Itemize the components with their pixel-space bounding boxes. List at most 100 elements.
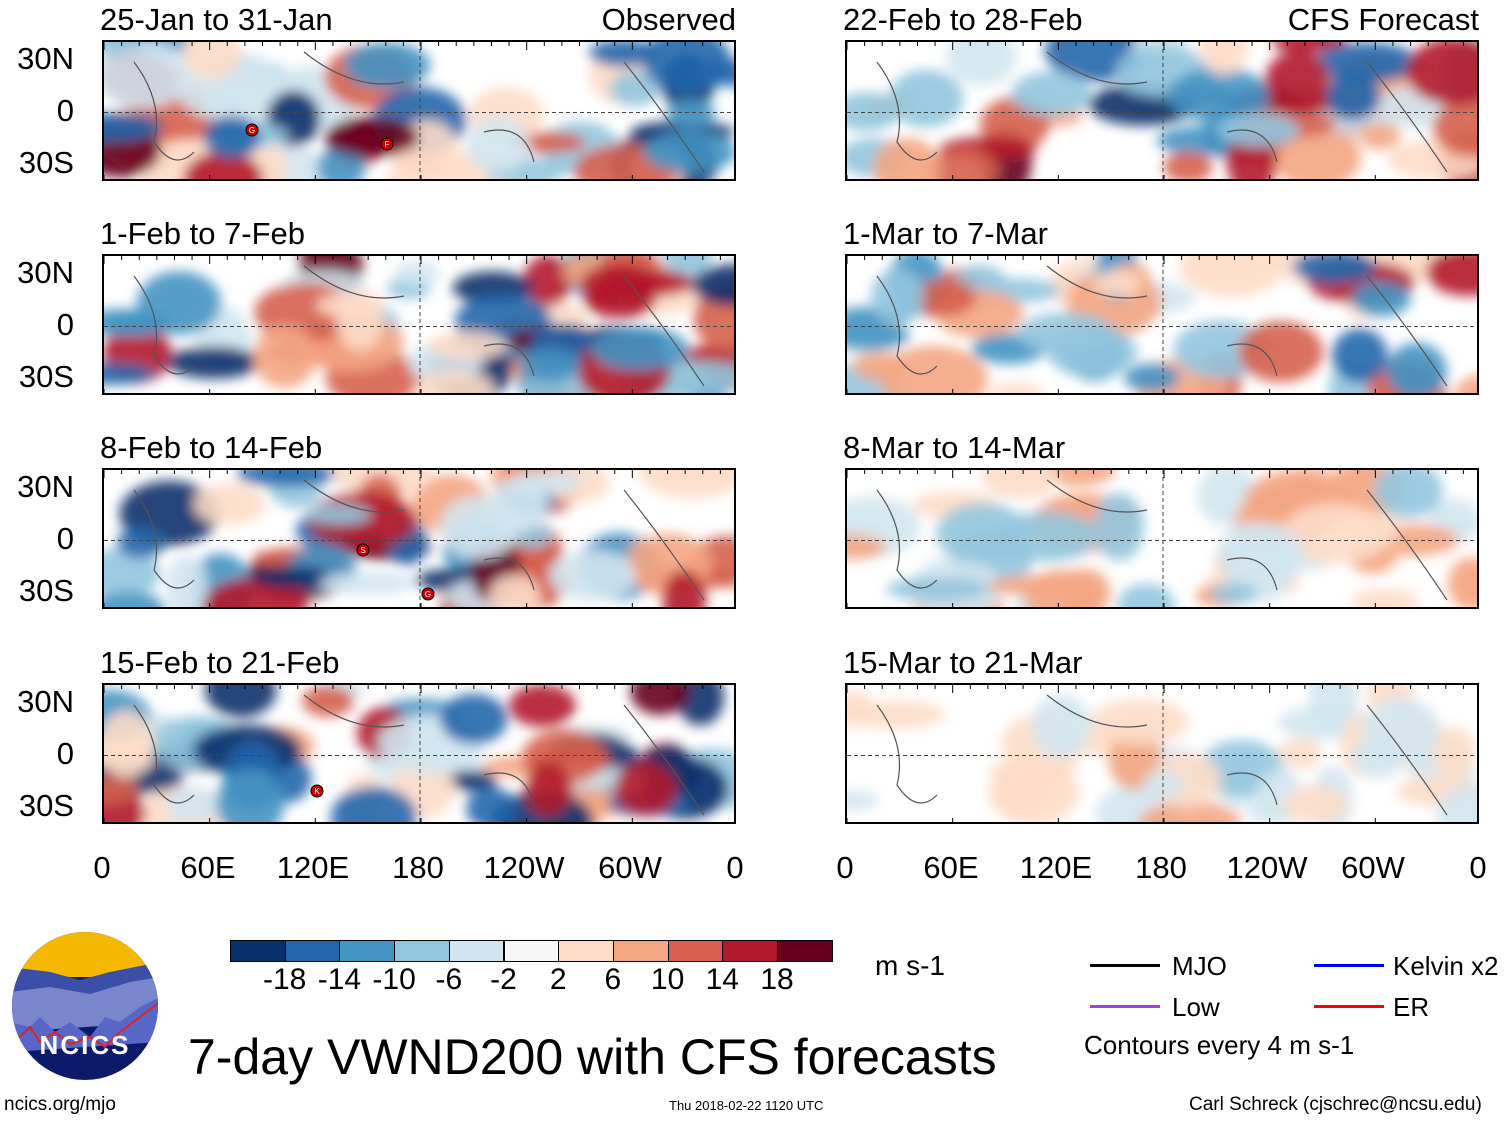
anomaly-blob	[1325, 72, 1381, 121]
legend-line-er	[1314, 1005, 1384, 1008]
observed-label: Observed	[601, 2, 736, 37]
anomaly-blob	[1199, 42, 1249, 76]
lon-label: 120W	[1226, 850, 1308, 885]
anomaly-blob	[1093, 492, 1145, 561]
anomaly-blob	[888, 69, 964, 128]
source-url[interactable]: ncics.org/mjo	[4, 1094, 116, 1115]
panel-title: 15-Mar to 21-Mar	[843, 645, 1083, 680]
anomaly-blob	[427, 331, 508, 360]
anomaly-blob	[104, 42, 142, 56]
coastline	[876, 479, 1448, 601]
panel-title: 8-Mar to 14-Mar	[843, 430, 1066, 465]
anomaly-blob	[1447, 557, 1477, 607]
anomaly-blob	[1271, 125, 1361, 179]
anomaly-blob	[386, 161, 432, 179]
anomaly-blob	[1030, 694, 1092, 758]
colorbar-label: -2	[490, 963, 517, 996]
anomaly-blob	[1406, 42, 1477, 106]
lat-label: 0	[56, 521, 74, 556]
anomaly-blob	[847, 92, 900, 132]
colorbar-swatch	[284, 940, 341, 962]
anomaly-blob	[104, 42, 192, 109]
anomaly-blob	[691, 264, 734, 306]
lat-label: 30S	[18, 788, 74, 823]
anomaly-blob	[1426, 256, 1477, 296]
anomaly-blob	[1454, 375, 1477, 393]
timestamp: Thu 2018-02-22 1120 UTC	[669, 1098, 824, 1113]
coastline	[876, 51, 1448, 173]
lon-label: 120W	[483, 850, 565, 885]
anomaly-blob	[302, 685, 355, 718]
anomaly-blob	[1123, 363, 1180, 393]
anomaly-blob	[104, 591, 166, 607]
forecast-label: CFS Forecast	[1287, 2, 1479, 37]
anomaly-blob	[330, 786, 418, 822]
anomaly-blob	[104, 773, 139, 803]
anomaly-blob	[1163, 151, 1213, 179]
map-panel-right-1	[845, 254, 1479, 395]
colorbar-swatch	[230, 940, 286, 962]
anomaly-blob	[1308, 685, 1358, 729]
cyclone-marker: G	[245, 123, 259, 137]
anomaly-blob	[167, 346, 260, 379]
panel-title: 8-Feb to 14-Feb	[100, 430, 323, 465]
lat-label: 30N	[17, 684, 74, 719]
anomaly-blob	[662, 570, 707, 607]
anomaly-blob	[182, 42, 242, 80]
colorbar-swatch	[722, 940, 778, 962]
anomaly-blob	[638, 470, 734, 499]
anomaly-blob	[1264, 50, 1330, 112]
anomaly-blob	[324, 117, 420, 157]
colorbar-swatch	[667, 940, 724, 962]
anomaly-blob	[1282, 785, 1348, 822]
anomaly-blob	[847, 790, 879, 811]
colorbar-swatch	[777, 940, 833, 962]
cyclone-marker: F	[380, 137, 394, 151]
anomaly-blob	[589, 42, 658, 67]
anomaly-blob	[203, 115, 261, 159]
anomaly-blob	[193, 483, 266, 525]
map-panel-left-1	[102, 254, 736, 395]
figure-title: 7-day VWND200 with CFS forecasts	[188, 1029, 997, 1085]
anomaly-blob	[1351, 280, 1411, 317]
colorbar-label: 6	[604, 963, 622, 996]
anomaly-blob	[548, 550, 637, 601]
lon-label: 120E	[1019, 850, 1093, 885]
anomaly-blob	[439, 693, 508, 745]
coastline	[133, 265, 705, 387]
cyclone-marker: G	[421, 587, 435, 601]
anomaly-blob	[1279, 738, 1323, 768]
anomaly-blob	[165, 554, 208, 607]
anomaly-blob	[466, 117, 530, 174]
colorbar-swatch	[503, 940, 560, 962]
svg-text:K: K	[314, 787, 320, 796]
colorbar-label: -6	[435, 963, 463, 996]
lon-label: 60W	[598, 850, 662, 885]
anomaly-blob	[847, 700, 947, 729]
anomaly-blob	[236, 470, 336, 487]
anomaly-blob	[630, 685, 690, 715]
lon-label: 0	[1469, 850, 1487, 885]
svg-text:G: G	[249, 126, 255, 135]
anomaly-blob	[1210, 582, 1259, 605]
lat-label: 0	[56, 93, 74, 128]
anomaly-blob	[1040, 470, 1116, 487]
anomaly-blob	[443, 770, 498, 791]
anomaly-blob	[1359, 122, 1401, 150]
anomaly-blob	[1143, 770, 1184, 800]
coastline	[133, 51, 705, 173]
anomaly-blob	[873, 137, 941, 179]
panel-title: 25-Jan to 31-Jan	[100, 2, 333, 37]
anomaly-blob	[343, 42, 431, 89]
anomaly-blob	[508, 685, 576, 727]
anomaly-blob	[1094, 269, 1142, 298]
legend-line-low	[1090, 1005, 1160, 1008]
anomaly-blob	[488, 574, 542, 607]
colorbar-swatch	[394, 940, 450, 962]
panel-title: 1-Mar to 7-Mar	[843, 216, 1048, 251]
anomaly-blob	[1117, 583, 1175, 607]
anomaly-blob	[591, 327, 689, 371]
anomaly-blob	[1178, 256, 1284, 297]
panel-title: 22-Feb to 28-Feb	[843, 2, 1083, 37]
anomaly-blob	[512, 470, 582, 495]
